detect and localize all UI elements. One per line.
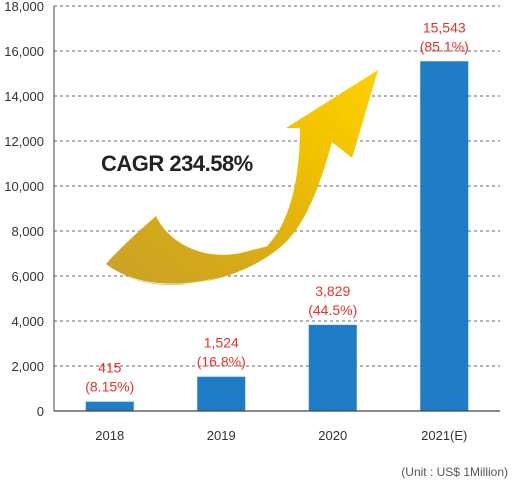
y-tick-label: 2,000 [11,359,44,374]
bar-value-label: 15,543 [423,19,466,35]
bar [197,376,246,411]
y-tick-label: 14,000 [4,89,44,104]
x-category-label: 2019 [207,428,236,443]
unit-note: (Unit : US$ 1Million) [401,465,508,479]
y-tick-label: 18,000 [4,0,44,14]
data-labels: 415 (8.15%) 1,524 (16.8%) 3,829 (44.5%) 15,543… [85,19,469,394]
cagr-annotation: CAGR 234.58% [101,151,253,176]
bars [85,61,469,411]
x-category-label: 2021(E) [421,428,467,443]
bar-share-label: (85.1%) [420,38,469,54]
y-tick-label: 6,000 [11,269,44,284]
y-tick-label: 12,000 [4,134,44,149]
y-tick-label: 8,000 [11,224,44,239]
cagr-arrow [106,70,378,286]
y-tick-label: 4,000 [11,314,44,329]
bar [308,324,357,411]
x-axis-category-labels: 2018 2019 2020 2021(E) [95,428,467,443]
bar-share-label: (16.8%) [197,354,246,370]
bar-share-label: (44.5%) [308,302,357,318]
x-category-label: 2018 [95,428,124,443]
y-tick-label: 0 [37,404,44,419]
x-category-label: 2020 [318,428,347,443]
bar [420,61,469,411]
bar-value-label: 3,829 [315,283,350,299]
gridlines [53,5,500,411]
y-axis-tick-labels: 0 2,000 4,000 6,000 8,000 10,000 12,000 14,000 1… [4,0,44,419]
bar [85,401,134,411]
bar-share-label: (8.15%) [85,379,134,395]
bar-value-label: 1,524 [204,335,239,351]
bar-value-label: 415 [98,360,122,376]
y-tick-label: 10,000 [4,179,44,194]
y-tick-label: 16,000 [4,44,44,59]
